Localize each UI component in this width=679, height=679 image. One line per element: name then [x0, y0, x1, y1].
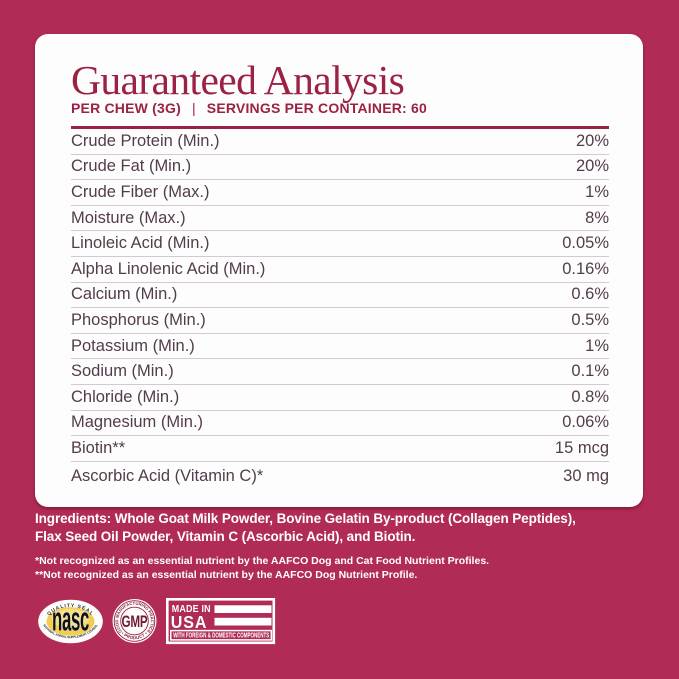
- svg-text:WITH FOREIGN & DOMESTIC COMPON: WITH FOREIGN & DOMESTIC COMPONENTS: [173, 631, 269, 640]
- svg-text:GMP: GMP: [122, 613, 148, 632]
- svg-text:MADE IN: MADE IN: [172, 604, 211, 616]
- svg-text:nasc: nasc: [52, 600, 89, 638]
- svg-text:• PRODUCT •: • PRODUCT •: [121, 631, 149, 641]
- svg-text:USA: USA: [171, 612, 208, 632]
